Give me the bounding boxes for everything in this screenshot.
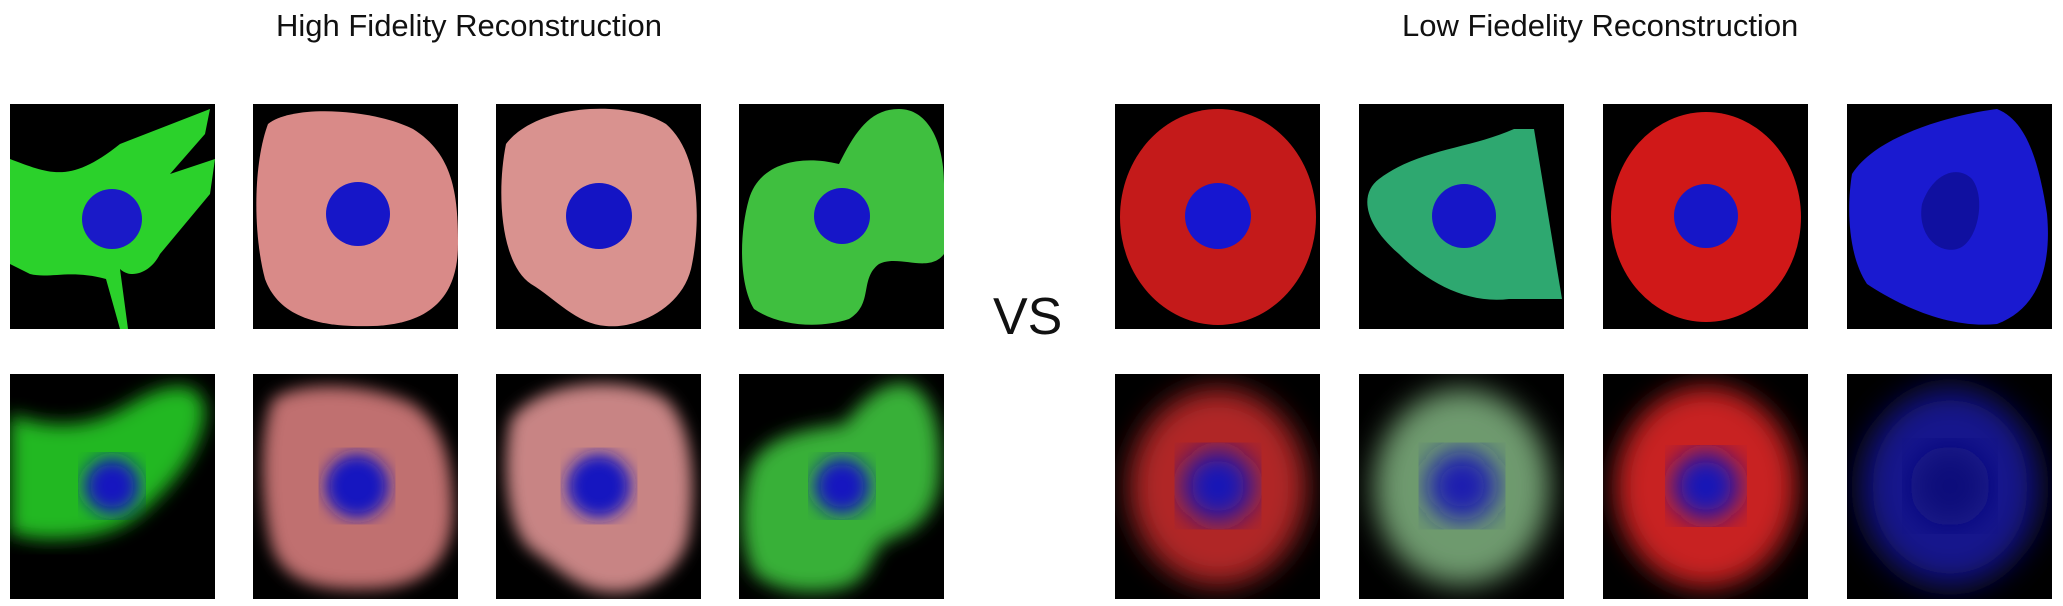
hf-reconstruction-image-4 [739, 374, 944, 599]
lf-original-image-4 [1847, 104, 2052, 329]
hf-reconstruction-image-1 [10, 374, 215, 599]
hf-original-image-2 [253, 104, 458, 329]
cell-image [1120, 109, 1316, 325]
cell-nucleus [84, 458, 140, 514]
cell-nucleus [814, 458, 870, 514]
vs-label: VS [993, 288, 1063, 346]
cell-nucleus [814, 188, 870, 244]
cell-nucleus [82, 189, 142, 249]
cell-nucleus [1432, 184, 1496, 248]
hf-original-image-1 [10, 104, 215, 329]
cell-image [1367, 129, 1562, 300]
cell-nucleus [1674, 184, 1738, 248]
cell-image [10, 386, 205, 539]
lf-original-image-3 [1603, 104, 1808, 329]
cell-nucleus [326, 182, 390, 246]
hf-original-image-3 [496, 104, 701, 329]
cell-image [1616, 387, 1796, 587]
hf-reconstruction-image-3 [496, 374, 701, 599]
cell-nucleus [1185, 183, 1251, 249]
lf-reconstruction-image-3 [1603, 374, 1808, 599]
cell-image [1849, 109, 2048, 325]
hf-original-image-4 [739, 104, 944, 329]
cell-image [742, 109, 944, 325]
cell-image [10, 109, 215, 329]
cell-nucleus [1426, 450, 1498, 522]
lf-original-image-2 [1359, 104, 1564, 329]
cell-nucleus [1672, 452, 1740, 520]
cell-image [256, 111, 458, 327]
lf-original-image-1 [1115, 104, 1320, 329]
cell-image [262, 386, 453, 590]
cell-nucleus [1921, 172, 1980, 250]
cell-image [506, 383, 693, 593]
cell-nucleus [1182, 450, 1254, 522]
cell-image [1130, 389, 1306, 585]
cell-nucleus [1910, 446, 1990, 526]
cell-image [742, 383, 941, 592]
lf-reconstruction-image-1 [1115, 374, 1320, 599]
cell-image [1374, 389, 1550, 585]
cell-nucleus [567, 454, 631, 518]
cell-nucleus [325, 454, 389, 518]
low-fidelity-title: Low Fiedelity Reconstruction [1402, 8, 1799, 43]
cell-image [1862, 389, 2038, 585]
lf-reconstruction-image-2 [1359, 374, 1564, 599]
cell-nucleus [566, 183, 632, 249]
lf-reconstruction-image-4 [1847, 374, 2052, 599]
hf-reconstruction-image-2 [253, 374, 458, 599]
high-fidelity-title: High Fidelity Reconstruction [276, 8, 662, 43]
cell-image [501, 108, 697, 327]
cell-image [1611, 112, 1801, 322]
